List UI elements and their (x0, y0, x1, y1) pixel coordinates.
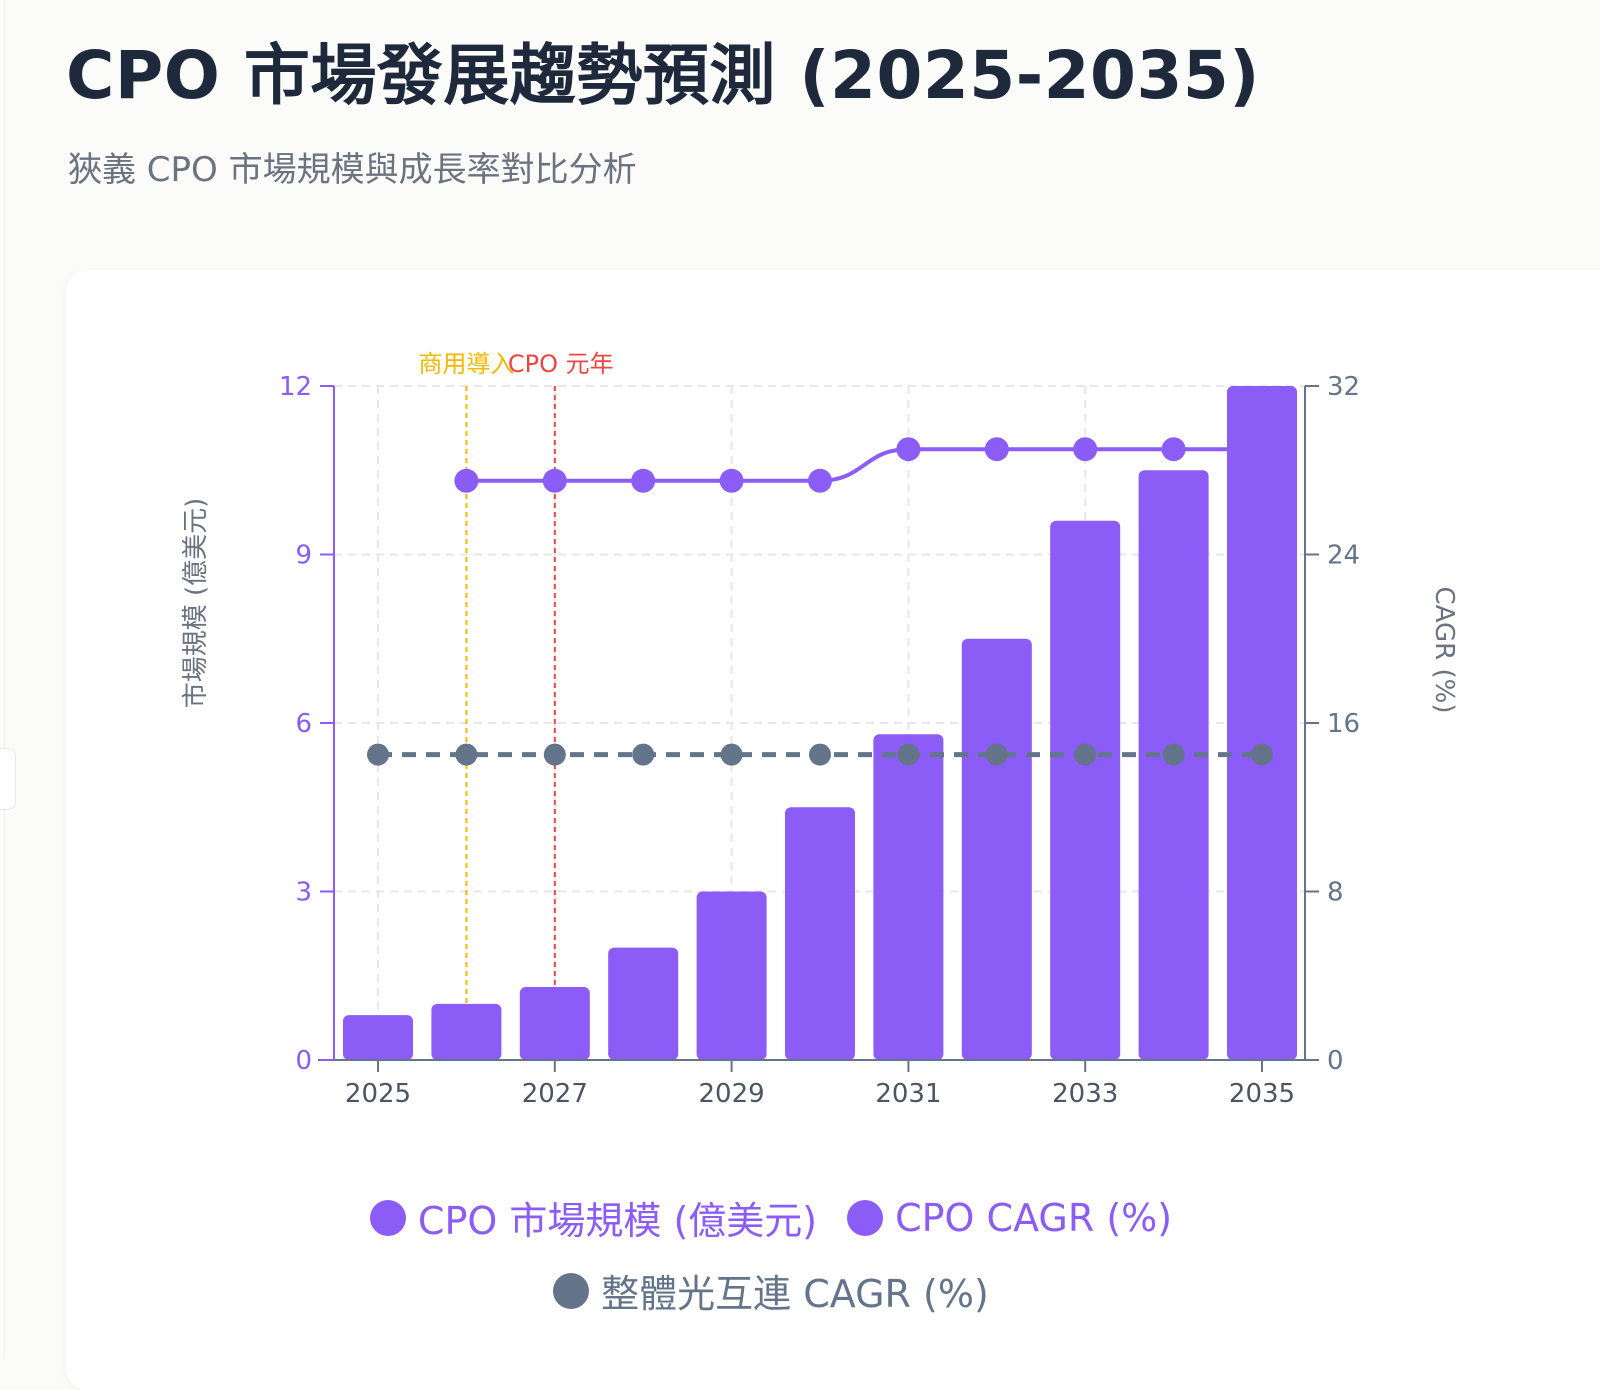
point-cpo-cagr (719, 468, 744, 493)
point-cpo-cagr (631, 468, 656, 493)
y-left-tick-label: 0 (295, 1046, 312, 1076)
bar-market-size (961, 638, 1032, 1060)
page-title: CPO 市場發展趨勢預測 (2025-2035) (66, 37, 1260, 114)
x-tick-label: 2031 (875, 1079, 941, 1109)
x-tick-label: 2035 (1229, 1079, 1295, 1109)
x-tick-label: 2033 (1052, 1079, 1118, 1109)
left-edge-rule (4, 0, 5, 1358)
point-overall-cagr (1074, 743, 1097, 766)
y-left-tick-label: 3 (295, 878, 312, 908)
y-right-tick-label: 8 (1327, 878, 1344, 908)
point-overall-cagr (543, 743, 566, 766)
legend-label-market-size: CPO 市場規模 (億美元) (417, 1199, 818, 1243)
y-right-tick-label: 0 (1327, 1046, 1344, 1076)
bar-market-size (1050, 520, 1121, 1060)
bar-market-size (785, 807, 855, 1060)
point-cpo-cagr (454, 468, 479, 493)
page-subtitle: 狹義 CPO 市場規模與成長率對比分析 (68, 150, 637, 190)
point-overall-cagr (985, 743, 1008, 766)
bar-market-size (873, 734, 944, 1060)
point-overall-cagr (897, 743, 920, 766)
y-right-axis-title: CAGR (%) (1429, 587, 1459, 714)
bar-market-size (519, 986, 590, 1060)
point-overall-cagr (632, 743, 655, 766)
point-overall-cagr (1162, 743, 1185, 766)
y-left-tick-label: 6 (295, 709, 312, 739)
y-left-axis-title: 市場規模 (億美元) (181, 498, 211, 709)
legend-item-market-size[interactable]: CPO 市場規模 (億美元) (369, 1190, 818, 1245)
point-cpo-cagr (984, 437, 1009, 462)
legend-item-overall-cagr[interactable]: 整體光互連 CAGR (%) (553, 1263, 989, 1318)
y-right-tick-label: 16 (1327, 709, 1360, 739)
point-cpo-cagr (896, 437, 921, 462)
x-tick-label: 2027 (522, 1079, 588, 1109)
point-overall-cagr (1251, 743, 1273, 766)
point-overall-cagr (720, 743, 743, 766)
x-tick-label: 2029 (699, 1079, 765, 1109)
point-cpo-cagr (1161, 437, 1186, 462)
y-right-tick-label: 24 (1327, 541, 1360, 571)
y-left-tick-label: 9 (295, 541, 312, 571)
line-cpo-cagr (466, 447, 1262, 483)
bar-market-size (431, 1003, 502, 1060)
point-cpo-cagr (1073, 437, 1098, 462)
point-cpo-cagr (808, 468, 832, 493)
point-overall-cagr (367, 743, 389, 766)
point-overall-cagr (455, 743, 478, 766)
bar-market-size (696, 891, 767, 1060)
bar-market-size (343, 1015, 413, 1060)
legend-label-overall-cagr: 整體光互連 CAGR (%) (601, 1272, 989, 1316)
annotation-label: 商用導入 (418, 350, 514, 378)
legend-swatch-market-size (369, 1199, 406, 1236)
legend-item-cpo-cagr[interactable]: CPO CAGR (%) (847, 1190, 1172, 1245)
chart: 0 3 6 9 12 0 8 16 24 32 2025 2027 2029 2031 2033 2035 市場… (181, 350, 1459, 1109)
y-right-tick-label: 32 (1327, 372, 1360, 402)
annotation-label: CPO 元年 (508, 350, 614, 378)
side-panel-handle[interactable] (0, 748, 16, 810)
legend-label-cpo-cagr: CPO CAGR (%) (895, 1195, 1173, 1240)
legend-swatch-cpo-cagr (847, 1199, 884, 1236)
point-cpo-cagr (542, 468, 567, 493)
x-tick-label: 2025 (345, 1079, 411, 1109)
legend-swatch-overall-cagr (553, 1272, 590, 1309)
y-left-tick-label: 12 (279, 372, 312, 402)
bar-market-size (1227, 386, 1297, 1060)
chart-legend: CPO 市場規模 (億美元) CPO CAGR (%) 整體光互連 CAGR (… (66, 1190, 1476, 1336)
point-overall-cagr (809, 743, 831, 766)
bar-market-size (608, 947, 679, 1060)
